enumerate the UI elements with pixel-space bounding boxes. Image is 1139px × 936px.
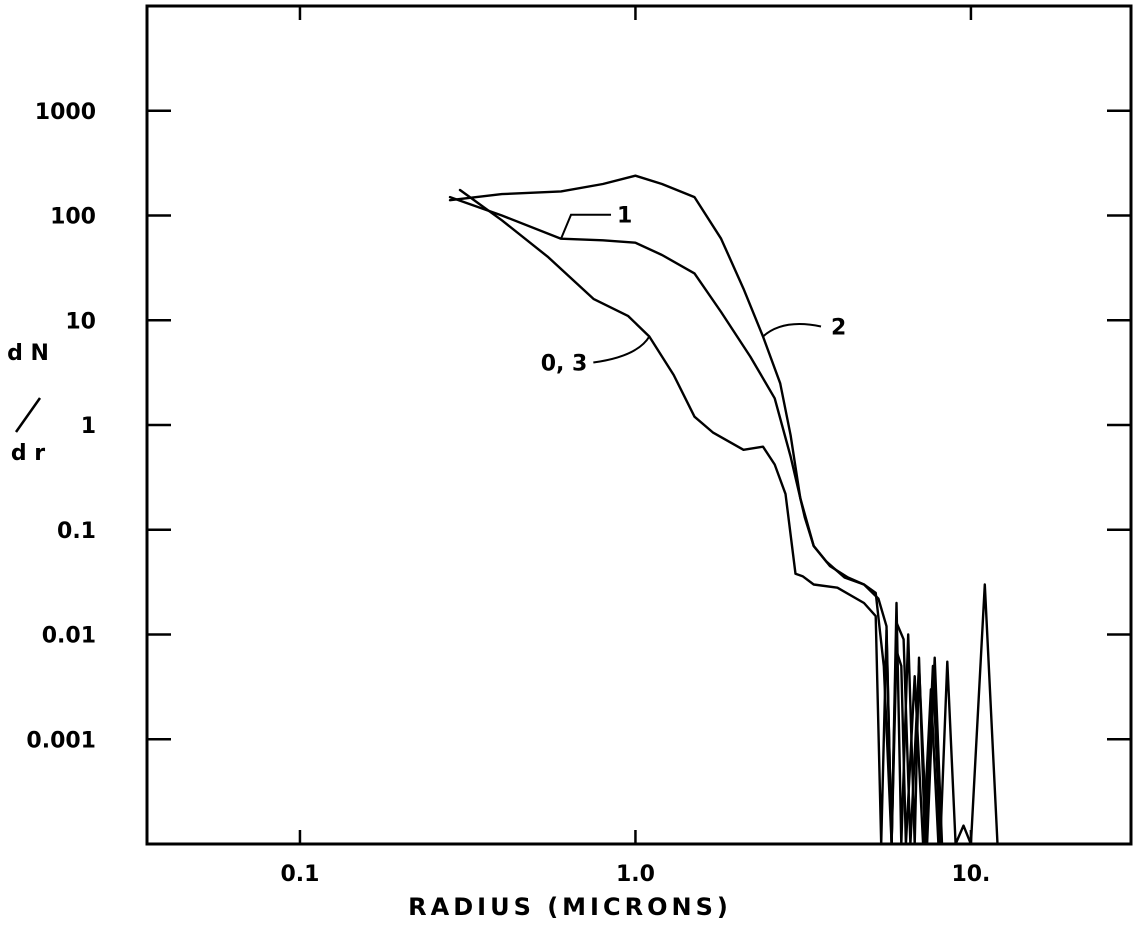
annotation-label-1: 2 — [831, 315, 846, 340]
series-line-0 — [458, 188, 940, 846]
series-line-2 — [448, 174, 1011, 846]
y-axis-ticks: 1000 100 10 1 0.1 0.01 0.001 — [26, 100, 1131, 753]
x-tick-label: 1.0 — [616, 862, 655, 887]
annotation-label-0: 1 — [617, 204, 632, 229]
y-tick-label: 0.01 — [42, 624, 96, 649]
x-axis-ticks: 0.1 1.0 10. — [280, 6, 990, 887]
x-tick-label: 0.1 — [280, 862, 319, 887]
y-tick-label: 100 — [50, 205, 96, 230]
y-tick-label: 0.1 — [57, 519, 96, 544]
y-axis-label: d N d r — [7, 341, 49, 466]
annotation-leader-2 — [593, 335, 651, 364]
y-tick-label: 10 — [65, 309, 96, 334]
y-axis-label-top: d N — [7, 341, 49, 366]
x-axis-label: RADIUS (MICRONS) — [408, 893, 732, 921]
series-line-1 — [448, 195, 944, 846]
y-axis-label-slash — [14, 397, 42, 433]
series-layer — [448, 174, 1011, 846]
plot-frame — [145, 4, 1133, 846]
y-tick-label: 0.001 — [26, 728, 96, 753]
y-tick-label: 1 — [81, 414, 96, 439]
annotation-layer: 1 2 0, 3 — [541, 204, 847, 377]
y-tick-label: 1000 — [35, 100, 96, 125]
x-tick-label: 10. — [951, 862, 990, 887]
annotation-leader-0 — [560, 213, 612, 240]
y-axis-label-bottom: d r — [11, 441, 45, 466]
annotation-leader-1 — [762, 323, 822, 338]
annotation-label-2: 0, 3 — [541, 351, 588, 376]
